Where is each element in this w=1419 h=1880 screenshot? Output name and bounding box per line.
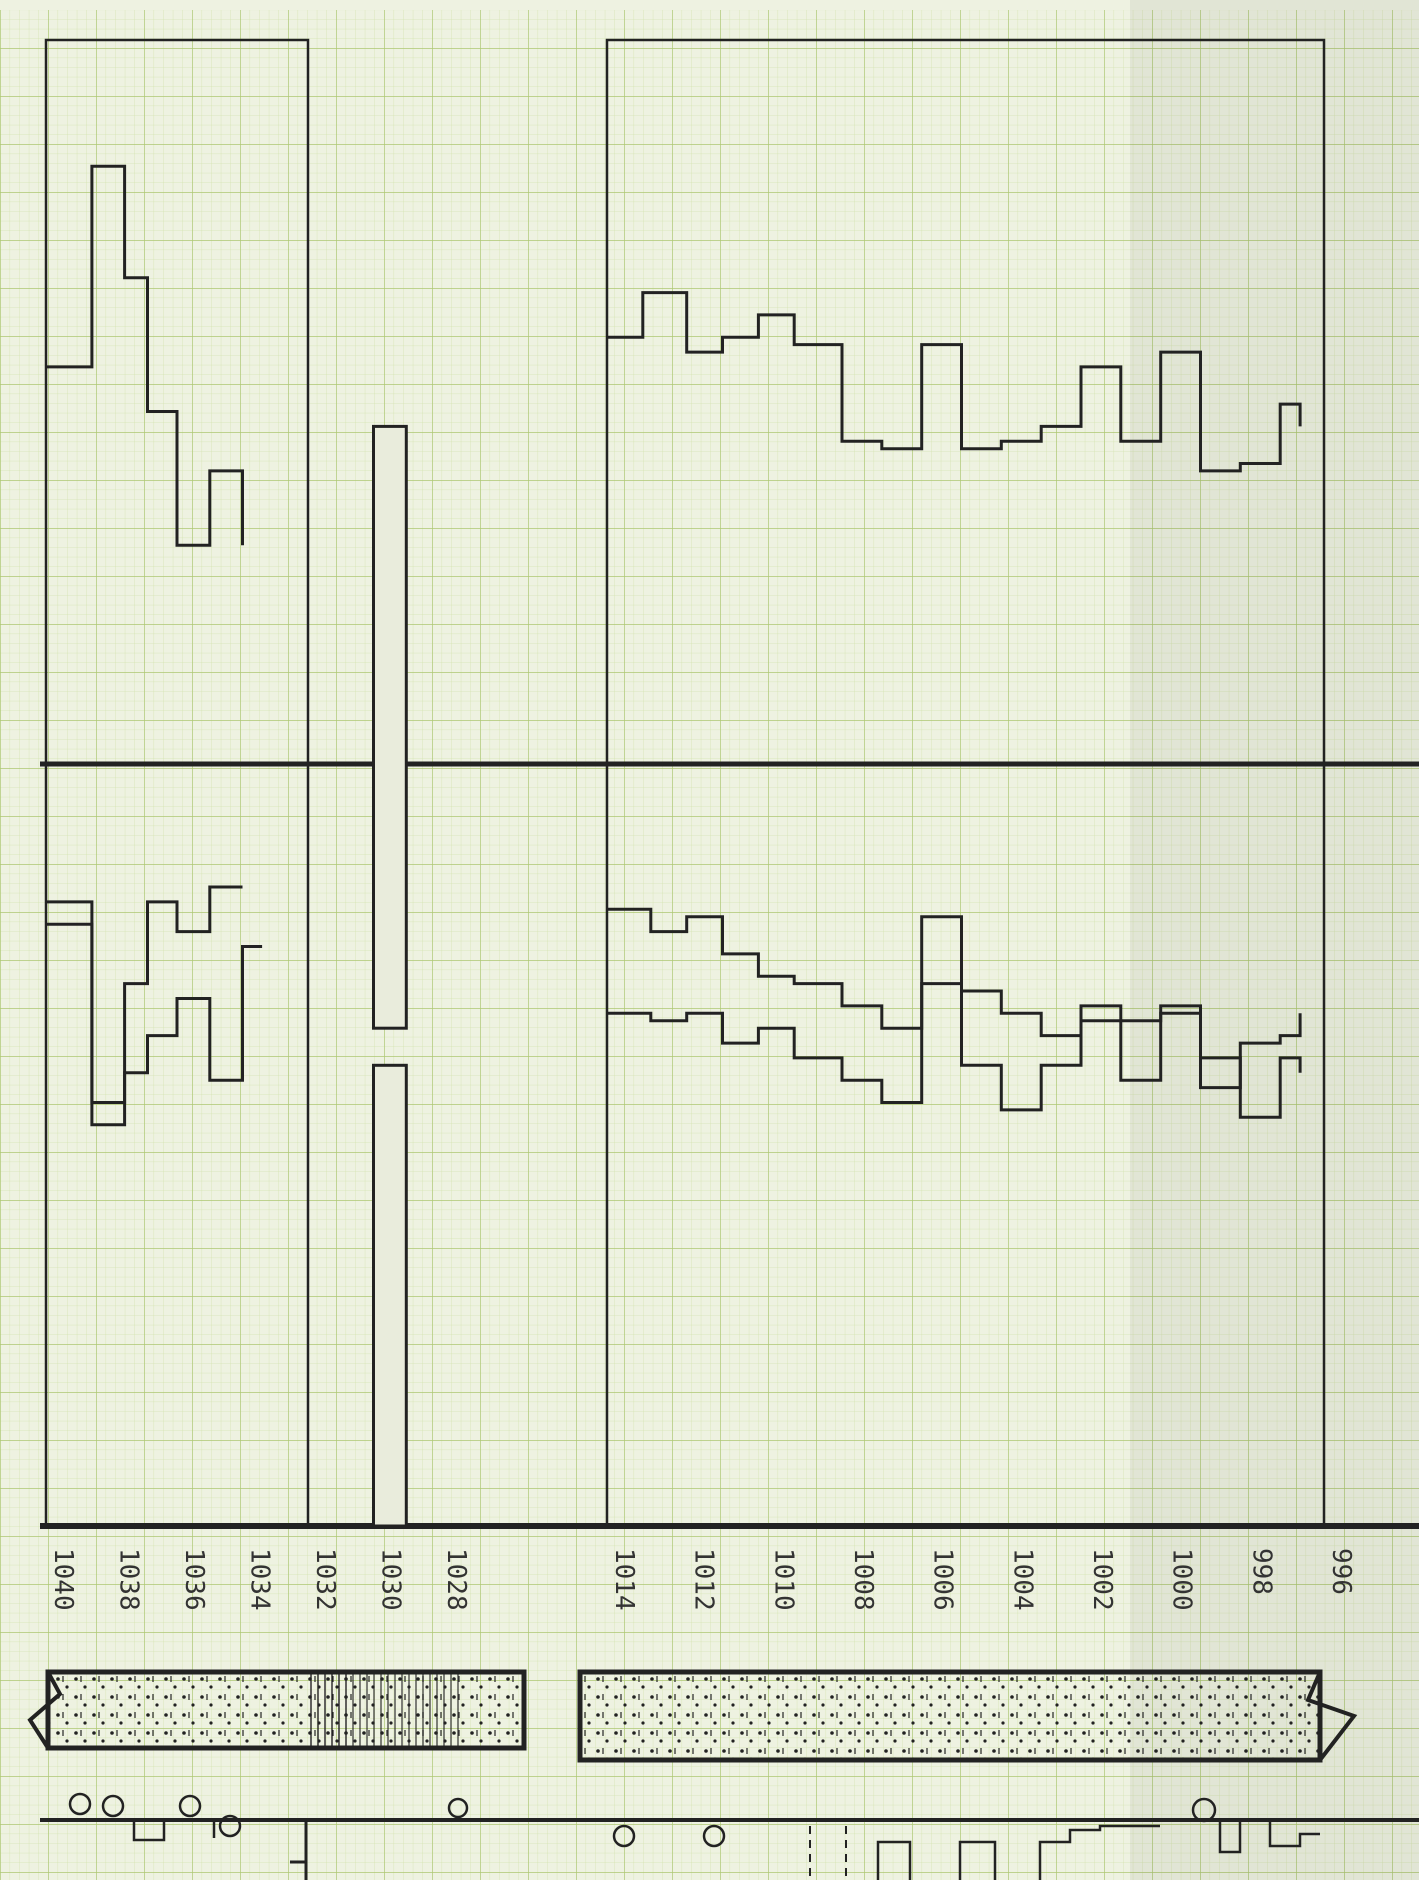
track-step-line: [132, 1820, 1320, 1880]
lower-chart-tick-labels: 1014 1012 1010 1008 1006 1004 1002 1000 998 996: [609, 1548, 1356, 1611]
upper-chart-tick-labels: 1040 1038 1036 1034 1032 1030 1028: [48, 1548, 471, 1611]
x-tick-label: 998: [1246, 1548, 1276, 1595]
panel-frame: [44, 38, 310, 1528]
upper-chart-panel: 1040 1038 1036 1034 1032 1030 1028: [44, 38, 471, 1611]
track-circle-marker: [1191, 1797, 1217, 1823]
strip-log-break-marker: [27, 1671, 63, 1750]
series-line-1: [607, 291, 1302, 473]
track-circle-marker: [702, 1824, 726, 1848]
x-tick-label: 1032: [310, 1548, 340, 1611]
x-tick-label: 1002: [1087, 1548, 1117, 1611]
strip-log-dense-band: [306, 1672, 350, 1748]
x-tick-label: 1014: [609, 1548, 639, 1611]
x-tick-label: 1012: [689, 1548, 719, 1611]
column-bar-1: [372, 424, 408, 1030]
x-tick-label: 1006: [928, 1548, 958, 1611]
track-dashed-line: [809, 1826, 847, 1880]
panel-frame: [605, 38, 1326, 1528]
strip-log-lined-band: [350, 1672, 460, 1748]
strip-log-break-marker: [1305, 1671, 1358, 1762]
x-tick-label: 1004: [1007, 1548, 1037, 1611]
symbol-track: [68, 1792, 1320, 1880]
series-line-1: [46, 164, 244, 547]
column-bar-2: [372, 1063, 408, 1528]
x-tick-label: 1008: [848, 1548, 878, 1611]
strip-log-lower: [577, 1669, 1358, 1763]
track-circle-marker: [447, 1797, 469, 1819]
x-tick-label: 1040: [48, 1548, 78, 1611]
x-tick-label: 1036: [179, 1548, 209, 1611]
series-line-3: [607, 915, 1302, 1119]
x-tick-label: 1028: [441, 1548, 471, 1611]
graph-grid: [0, 10, 1419, 1880]
track-circle-marker: [218, 1814, 242, 1838]
fold-shadow: [1130, 0, 1419, 1880]
track-circle-marker: [101, 1794, 125, 1818]
x-tick-label: 1034: [245, 1548, 275, 1611]
x-tick-label: 1038: [114, 1548, 144, 1611]
series-line-2: [46, 900, 263, 1127]
x-tick-label: 1010: [768, 1548, 798, 1611]
lower-chart-marks: [607, 291, 1302, 1119]
upper-chart-marks: [46, 164, 408, 1528]
series-line-3: [46, 885, 243, 1104]
track-circle-marker: [612, 1824, 636, 1848]
x-tick-label: 1030: [376, 1548, 406, 1611]
lower-chart-panel: 1014 1012 1010 1008 1006 1004 1002 1000 998 996: [605, 38, 1356, 1611]
strip-log-upper: [27, 1669, 527, 1751]
x-tick-label: 996: [1326, 1548, 1356, 1595]
x-tick-label: 1000: [1167, 1548, 1197, 1611]
strip-log-section: [577, 1669, 1323, 1763]
track-circle-marker: [178, 1794, 202, 1818]
track-circle-marker: [68, 1792, 92, 1816]
track-left-bar: [290, 1820, 308, 1880]
